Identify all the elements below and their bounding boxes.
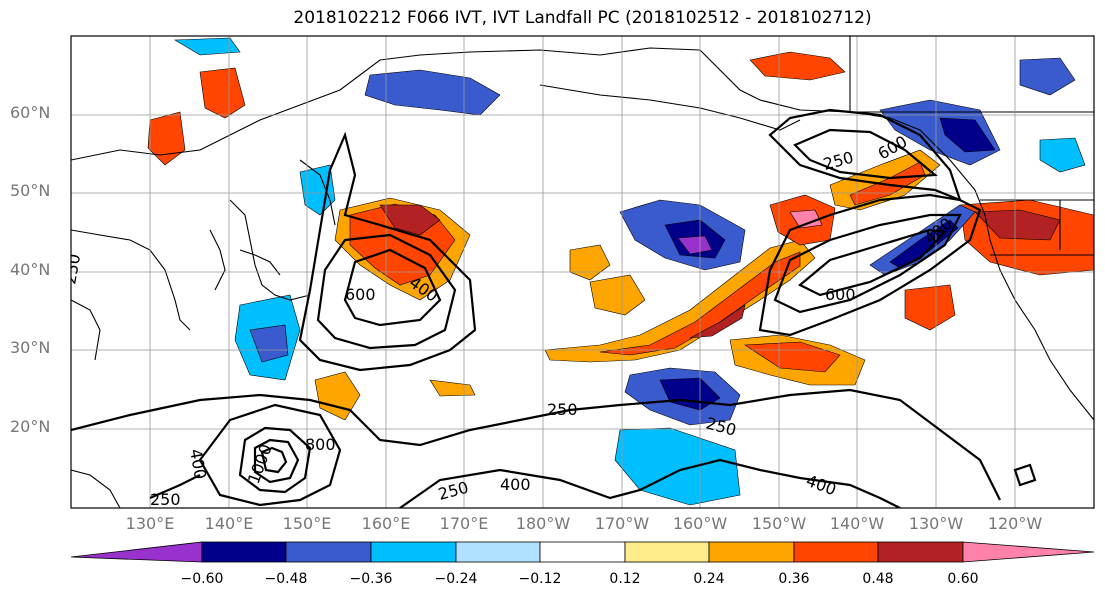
colorbar-bin xyxy=(877,541,964,563)
colorbar-tick-label: −0.36 xyxy=(349,571,393,587)
colorbar-tick-label: 0.12 xyxy=(609,571,641,587)
map-canvas: 250 400 600 800 1000 250 400 600 250 400… xyxy=(71,36,1094,509)
contour-label: 250 xyxy=(547,400,578,419)
lat-label: 40°N xyxy=(10,260,51,279)
colorbar-tick-label: 0.48 xyxy=(862,571,894,587)
contour-label: 600 xyxy=(345,285,376,304)
colorbar-bin xyxy=(285,541,372,563)
colorbar-bin xyxy=(624,541,710,563)
colorbar-tick-label: 0.24 xyxy=(693,571,725,587)
colorbar-bin xyxy=(708,541,795,563)
colorbar-bin xyxy=(201,541,287,563)
colorbar-tick-label: 0.60 xyxy=(947,571,979,587)
lat-label: 30°N xyxy=(10,338,51,357)
colorbar-bin xyxy=(370,541,457,563)
contour-label: 250 xyxy=(150,490,181,509)
colorbar-extend-low xyxy=(70,541,203,563)
colorbar-bin xyxy=(455,541,541,563)
lon-label: 150°E xyxy=(282,514,332,533)
colorbar-extend-high xyxy=(962,541,1095,563)
lon-label: 120°W xyxy=(987,514,1043,533)
contour-label: 600 xyxy=(825,285,856,304)
graticule xyxy=(71,36,1094,508)
colorbar-bin xyxy=(793,541,879,563)
lat-label: 50°N xyxy=(10,181,51,200)
colorbar-tick-label: 0.36 xyxy=(778,571,810,587)
lon-label: 160°E xyxy=(361,514,411,533)
lon-label: 150°W xyxy=(751,514,807,533)
map-frame xyxy=(70,35,1095,509)
colorbar-tick-label: −0.12 xyxy=(518,571,562,587)
lat-label: 20°N xyxy=(10,417,51,436)
colorbar xyxy=(70,541,1095,563)
lon-label: 160°W xyxy=(672,514,728,533)
contour-label: 800 xyxy=(305,435,336,454)
ivt-contours xyxy=(71,108,1037,508)
lon-label: 180°W xyxy=(515,514,571,533)
lon-label: 170°W xyxy=(594,514,650,533)
lon-label: 170°E xyxy=(439,514,489,533)
contour-label: 400 xyxy=(500,475,531,494)
coastlines xyxy=(71,36,1094,508)
lon-label: 130°W xyxy=(908,514,964,533)
lon-label: 140°W xyxy=(829,514,885,533)
lat-label: 60°N xyxy=(10,103,51,122)
colorbar-tick-label: −0.24 xyxy=(434,571,478,587)
map-title: 2018102212 F066 IVT, IVT Landfall PC (20… xyxy=(293,8,872,28)
lon-label: 140°E xyxy=(204,514,254,533)
lon-label: 130°E xyxy=(125,514,175,533)
colorbar-bin xyxy=(539,541,626,563)
colorbar-tick-label: −0.60 xyxy=(180,571,224,587)
colorbar-tick-label: −0.48 xyxy=(264,571,308,587)
